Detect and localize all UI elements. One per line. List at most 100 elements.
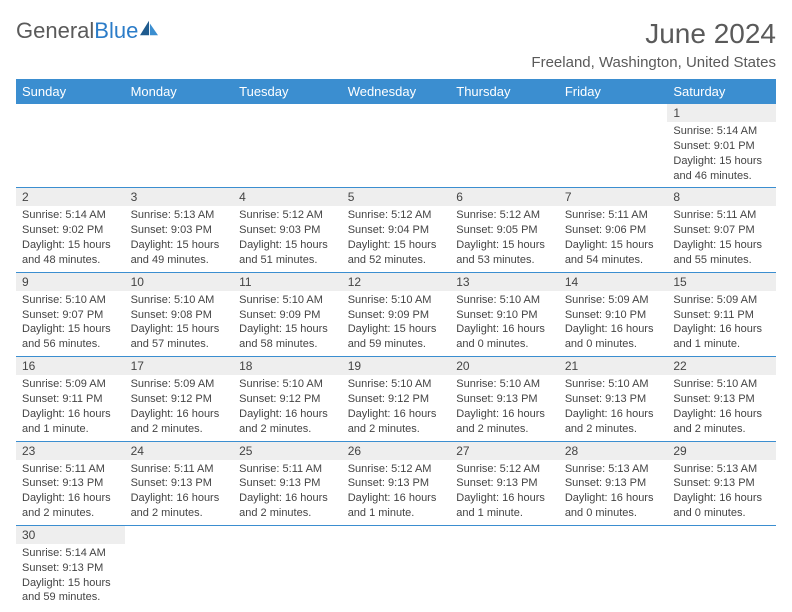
day-number: 21 xyxy=(559,357,668,375)
day-details: Sunrise: 5:09 AMSunset: 9:11 PMDaylight:… xyxy=(16,375,125,440)
day-number: 2 xyxy=(16,188,125,206)
day-number: 14 xyxy=(559,273,668,291)
day-number: 24 xyxy=(125,442,234,460)
calendar-cell: 12Sunrise: 5:10 AMSunset: 9:09 PMDayligh… xyxy=(342,272,451,356)
column-header: Friday xyxy=(559,79,668,104)
calendar-cell-empty xyxy=(450,104,559,188)
day-details: Sunrise: 5:12 AMSunset: 9:13 PMDaylight:… xyxy=(342,460,451,525)
column-header: Tuesday xyxy=(233,79,342,104)
calendar-cell-empty xyxy=(559,104,668,188)
calendar-cell: 1Sunrise: 5:14 AMSunset: 9:01 PMDaylight… xyxy=(667,104,776,188)
logo-word2: Blue xyxy=(94,18,138,43)
calendar-cell-empty xyxy=(342,525,451,609)
calendar-cell-empty xyxy=(16,104,125,188)
calendar-cell: 17Sunrise: 5:09 AMSunset: 9:12 PMDayligh… xyxy=(125,357,234,441)
day-details: Sunrise: 5:14 AMSunset: 9:02 PMDaylight:… xyxy=(16,206,125,271)
day-number: 28 xyxy=(559,442,668,460)
calendar-cell-empty xyxy=(450,525,559,609)
day-details: Sunrise: 5:10 AMSunset: 9:09 PMDaylight:… xyxy=(233,291,342,356)
day-number: 16 xyxy=(16,357,125,375)
column-header: Sunday xyxy=(16,79,125,104)
day-details: Sunrise: 5:14 AMSunset: 9:13 PMDaylight:… xyxy=(16,544,125,609)
day-details: Sunrise: 5:09 AMSunset: 9:10 PMDaylight:… xyxy=(559,291,668,356)
calendar-cell: 11Sunrise: 5:10 AMSunset: 9:09 PMDayligh… xyxy=(233,272,342,356)
day-details: Sunrise: 5:11 AMSunset: 9:13 PMDaylight:… xyxy=(16,460,125,525)
calendar-cell: 20Sunrise: 5:10 AMSunset: 9:13 PMDayligh… xyxy=(450,357,559,441)
calendar-cell: 10Sunrise: 5:10 AMSunset: 9:08 PMDayligh… xyxy=(125,272,234,356)
day-details: Sunrise: 5:10 AMSunset: 9:12 PMDaylight:… xyxy=(342,375,451,440)
calendar-cell: 18Sunrise: 5:10 AMSunset: 9:12 PMDayligh… xyxy=(233,357,342,441)
day-number: 30 xyxy=(16,526,125,544)
month-title: June 2024 xyxy=(531,18,776,50)
calendar-cell-empty xyxy=(233,525,342,609)
day-number: 10 xyxy=(125,273,234,291)
logo-text: GeneralBlue xyxy=(16,18,138,44)
day-details: Sunrise: 5:10 AMSunset: 9:12 PMDaylight:… xyxy=(233,375,342,440)
calendar-row: 9Sunrise: 5:10 AMSunset: 9:07 PMDaylight… xyxy=(16,272,776,356)
location: Freeland, Washington, United States xyxy=(531,54,776,71)
day-details: Sunrise: 5:11 AMSunset: 9:13 PMDaylight:… xyxy=(233,460,342,525)
day-details: Sunrise: 5:10 AMSunset: 9:07 PMDaylight:… xyxy=(16,291,125,356)
calendar-cell: 30Sunrise: 5:14 AMSunset: 9:13 PMDayligh… xyxy=(16,525,125,609)
calendar-cell-empty xyxy=(125,104,234,188)
calendar-cell: 13Sunrise: 5:10 AMSunset: 9:10 PMDayligh… xyxy=(450,272,559,356)
calendar-cell-empty xyxy=(667,525,776,609)
calendar-cell: 14Sunrise: 5:09 AMSunset: 9:10 PMDayligh… xyxy=(559,272,668,356)
calendar-cell: 9Sunrise: 5:10 AMSunset: 9:07 PMDaylight… xyxy=(16,272,125,356)
day-number: 19 xyxy=(342,357,451,375)
calendar-header: SundayMondayTuesdayWednesdayThursdayFrid… xyxy=(16,79,776,104)
calendar-cell-empty xyxy=(125,525,234,609)
day-details: Sunrise: 5:13 AMSunset: 9:03 PMDaylight:… xyxy=(125,206,234,271)
day-details: Sunrise: 5:12 AMSunset: 9:13 PMDaylight:… xyxy=(450,460,559,525)
calendar-table: SundayMondayTuesdayWednesdayThursdayFrid… xyxy=(16,79,776,609)
day-number: 15 xyxy=(667,273,776,291)
day-number: 3 xyxy=(125,188,234,206)
day-number: 22 xyxy=(667,357,776,375)
day-number: 26 xyxy=(342,442,451,460)
calendar-cell-empty xyxy=(559,525,668,609)
calendar-row: 23Sunrise: 5:11 AMSunset: 9:13 PMDayligh… xyxy=(16,441,776,525)
day-number: 13 xyxy=(450,273,559,291)
calendar-cell: 29Sunrise: 5:13 AMSunset: 9:13 PMDayligh… xyxy=(667,441,776,525)
calendar-cell: 16Sunrise: 5:09 AMSunset: 9:11 PMDayligh… xyxy=(16,357,125,441)
title-block: June 2024 Freeland, Washington, United S… xyxy=(531,18,776,71)
day-details: Sunrise: 5:10 AMSunset: 9:09 PMDaylight:… xyxy=(342,291,451,356)
calendar-cell: 5Sunrise: 5:12 AMSunset: 9:04 PMDaylight… xyxy=(342,188,451,272)
calendar-cell: 28Sunrise: 5:13 AMSunset: 9:13 PMDayligh… xyxy=(559,441,668,525)
calendar-cell-empty xyxy=(342,104,451,188)
day-number: 1 xyxy=(667,104,776,122)
day-details: Sunrise: 5:09 AMSunset: 9:12 PMDaylight:… xyxy=(125,375,234,440)
day-details: Sunrise: 5:14 AMSunset: 9:01 PMDaylight:… xyxy=(667,122,776,187)
day-details: Sunrise: 5:10 AMSunset: 9:13 PMDaylight:… xyxy=(559,375,668,440)
logo-word1: General xyxy=(16,18,94,43)
calendar-cell: 7Sunrise: 5:11 AMSunset: 9:06 PMDaylight… xyxy=(559,188,668,272)
day-details: Sunrise: 5:12 AMSunset: 9:05 PMDaylight:… xyxy=(450,206,559,271)
day-details: Sunrise: 5:12 AMSunset: 9:03 PMDaylight:… xyxy=(233,206,342,271)
calendar-cell-empty xyxy=(233,104,342,188)
calendar-cell: 26Sunrise: 5:12 AMSunset: 9:13 PMDayligh… xyxy=(342,441,451,525)
calendar-row: 2Sunrise: 5:14 AMSunset: 9:02 PMDaylight… xyxy=(16,188,776,272)
day-number: 20 xyxy=(450,357,559,375)
calendar-cell: 15Sunrise: 5:09 AMSunset: 9:11 PMDayligh… xyxy=(667,272,776,356)
calendar-cell: 8Sunrise: 5:11 AMSunset: 9:07 PMDaylight… xyxy=(667,188,776,272)
day-details: Sunrise: 5:11 AMSunset: 9:06 PMDaylight:… xyxy=(559,206,668,271)
day-number: 12 xyxy=(342,273,451,291)
day-number: 8 xyxy=(667,188,776,206)
day-details: Sunrise: 5:11 AMSunset: 9:07 PMDaylight:… xyxy=(667,206,776,271)
day-details: Sunrise: 5:09 AMSunset: 9:11 PMDaylight:… xyxy=(667,291,776,356)
column-header: Saturday xyxy=(667,79,776,104)
calendar-cell: 3Sunrise: 5:13 AMSunset: 9:03 PMDaylight… xyxy=(125,188,234,272)
day-details: Sunrise: 5:10 AMSunset: 9:13 PMDaylight:… xyxy=(667,375,776,440)
day-number: 4 xyxy=(233,188,342,206)
calendar-body: 1Sunrise: 5:14 AMSunset: 9:01 PMDaylight… xyxy=(16,104,776,609)
day-number: 11 xyxy=(233,273,342,291)
day-details: Sunrise: 5:11 AMSunset: 9:13 PMDaylight:… xyxy=(125,460,234,525)
calendar-row: 1Sunrise: 5:14 AMSunset: 9:01 PMDaylight… xyxy=(16,104,776,188)
calendar-cell: 19Sunrise: 5:10 AMSunset: 9:12 PMDayligh… xyxy=(342,357,451,441)
day-details: Sunrise: 5:12 AMSunset: 9:04 PMDaylight:… xyxy=(342,206,451,271)
column-header: Wednesday xyxy=(342,79,451,104)
day-number: 5 xyxy=(342,188,451,206)
calendar-row: 16Sunrise: 5:09 AMSunset: 9:11 PMDayligh… xyxy=(16,357,776,441)
day-details: Sunrise: 5:13 AMSunset: 9:13 PMDaylight:… xyxy=(559,460,668,525)
logo: GeneralBlue xyxy=(16,18,160,44)
